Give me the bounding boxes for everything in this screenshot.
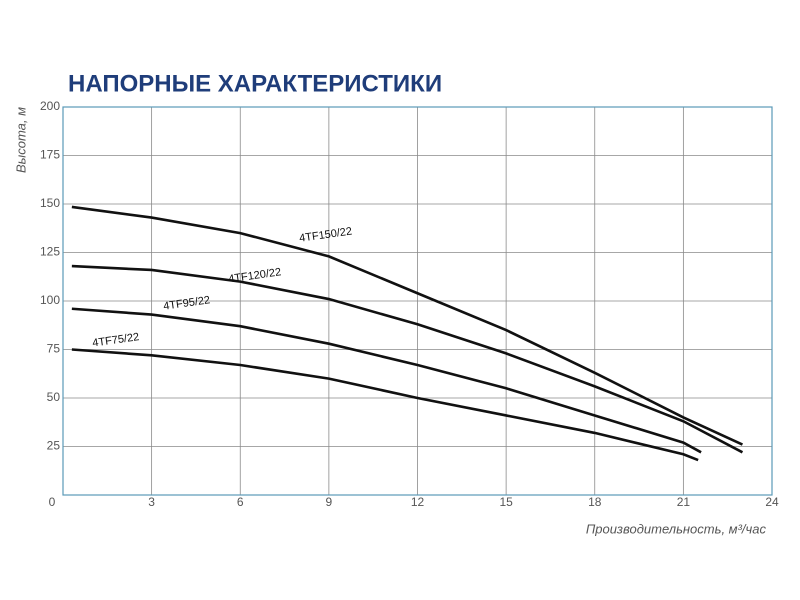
x-tick-label: 15 (499, 495, 513, 509)
series-label: 4TF75/22 (92, 331, 140, 349)
x-tick-label: 3 (148, 495, 155, 509)
x-tick-label: 12 (411, 495, 425, 509)
chart-title: НАПОРНЫЕ ХАРАКТЕРИСТИКИ (68, 70, 442, 97)
x-tick-label: 6 (237, 495, 244, 509)
y-tick-label: 50 (47, 390, 61, 404)
series-line (71, 264, 744, 454)
y-tick-label: 25 (47, 439, 61, 453)
series-line (71, 307, 702, 454)
y-axis-label: Высота, м (13, 107, 28, 173)
series-label: 4TF150/22 (298, 225, 352, 244)
y-tick-label: 175 (40, 148, 60, 162)
series-label: 4TF120/22 (228, 266, 282, 285)
x-tick-label: 21 (677, 495, 691, 509)
x-axis-label: Производительность, м³/час (586, 521, 767, 536)
y-tick-label: 125 (40, 245, 60, 259)
x-tick-label: 0 (49, 495, 56, 509)
x-tick-label: 9 (326, 495, 333, 509)
y-tick-label: 100 (40, 293, 60, 307)
x-tick-label: 18 (588, 495, 602, 509)
series-line (71, 205, 744, 446)
series-label: 4TF95/22 (163, 294, 211, 312)
y-tick-label: 200 (40, 99, 60, 113)
y-tick-label: 150 (40, 196, 60, 210)
y-tick-label: 75 (47, 342, 61, 356)
plot-frame (62, 106, 773, 496)
series-line (71, 348, 699, 462)
x-tick-label: 24 (765, 495, 779, 509)
